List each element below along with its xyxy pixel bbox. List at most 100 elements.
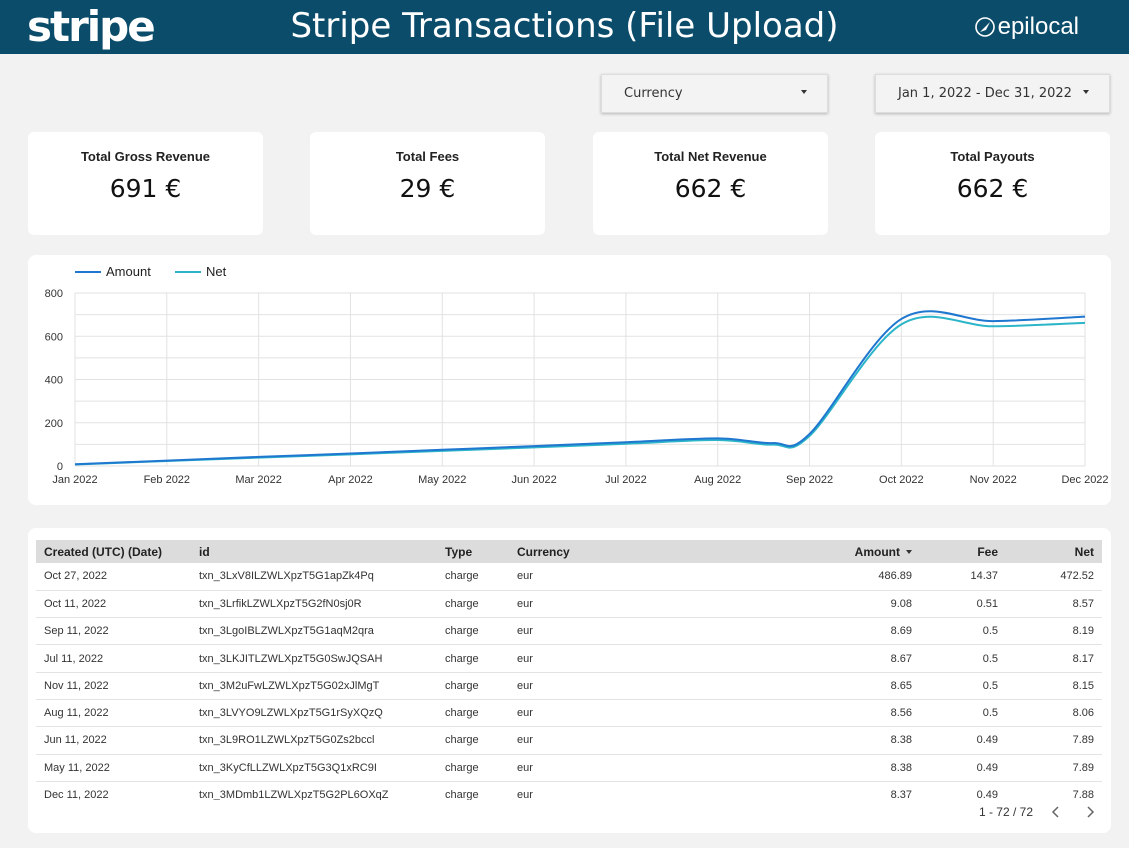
cell-amount: 9.08	[890, 597, 912, 610]
column-header-currency[interactable]: Currency	[517, 544, 570, 559]
pagination-range: 1 - 72 / 72	[978, 805, 1033, 819]
x-tick-label: Nov 2022	[970, 474, 1017, 486]
cell-net: 7.89	[1072, 761, 1094, 774]
cell-currency: eur	[517, 761, 533, 774]
kpi-value: 691 €	[109, 174, 182, 203]
currency-filter-dropdown[interactable]: Currency	[601, 74, 828, 113]
cell-fee: 0.51	[976, 597, 998, 610]
x-tick-label: Jul 2022	[605, 474, 647, 486]
stripe-logo: stripe	[27, 2, 156, 51]
cell-id: txn_3L9RO1LZWLXpzT5G0Zs2bccl	[199, 734, 375, 747]
brand-name: epilocal	[997, 13, 1079, 40]
transactions-table: Created (UTC) (Date) id Type Currency Am…	[36, 540, 1102, 800]
cell-id: txn_3MDmb1LZWLXpzT5G2PL6OXqZ	[199, 789, 389, 800]
table-row[interactable]: Sep 11, 2022 txn_3LgoIBLZWLXpzT5G1aqM2qra…	[36, 618, 1102, 645]
kpi-label: Total Net Revenue	[654, 149, 767, 164]
cell-id: txn_3LgoIBLZWLXpzT5G1aqM2qra	[199, 625, 374, 638]
line-chart: Jan 2022 Feb 2022 Mar 2022 Apr 2022 May 2022…	[45, 264, 1109, 486]
cell-id: txn_3LVYO9LZWLXpzT5G1rSyXQzQ	[199, 707, 383, 720]
column-header-amount[interactable]: Amount	[669, 540, 920, 563]
cell-type: charge	[445, 707, 479, 720]
sort-descending-icon	[906, 550, 912, 555]
next-page-button[interactable]	[1079, 801, 1101, 823]
cell-fee: 14.37	[970, 570, 998, 583]
table-row[interactable]: Jul 11, 2022 txn_3LKJITLZWLXpzT5G0SwJQSAH…	[36, 645, 1102, 673]
column-header-type[interactable]: Type	[445, 544, 473, 559]
legend-label-amount: Amount	[106, 264, 151, 279]
cell-fee: 0.5	[982, 707, 998, 720]
previous-page-button[interactable]	[1045, 801, 1067, 823]
cell-currency: eur	[517, 789, 533, 800]
kpi-card-fees: Total Fees 29 €	[310, 132, 545, 235]
y-tick-label: 200	[45, 418, 63, 430]
cell-id: txn_3LrfikLZWLXpzT5G2fN0sj0R	[199, 597, 362, 610]
column-header-fee[interactable]: Fee	[977, 544, 998, 559]
table-row[interactable]: Oct 27, 2022 txn_3LxV8ILZWLXpzT5G1apZk4Pq…	[36, 563, 1102, 591]
cell-type: charge	[445, 761, 479, 774]
cell-id: txn_3LKJITLZWLXpzT5G0SwJQSAH	[199, 652, 383, 665]
x-tick-label: Jan 2022	[52, 474, 97, 486]
cell-currency: eur	[517, 570, 533, 583]
chevron-down-icon	[801, 90, 807, 94]
cell-id: txn_3M2uFwLZWLXpzT5G02xJlMgT	[199, 679, 380, 692]
cell-currency: eur	[517, 597, 533, 610]
table-row[interactable]: May 11, 2022 txn_3KyCfLLZWLXpzT5G3Q1xRC9I…	[36, 754, 1102, 782]
cell-type: charge	[445, 625, 479, 638]
kpi-value: 662 €	[674, 174, 747, 203]
table-row[interactable]: Dec 11, 2022 txn_3MDmb1LZWLXpzT5G2PL6OXqZ…	[36, 781, 1102, 800]
cell-type: charge	[445, 789, 479, 800]
cell-amount: 8.38	[890, 734, 912, 747]
date-range-picker[interactable]: Jan 1, 2022 - Dec 31, 2022	[875, 74, 1110, 113]
cell-id: txn_3LxV8ILZWLXpzT5G1apZk4Pq	[199, 570, 374, 583]
kpi-card-gross-revenue: Total Gross Revenue 691 €	[28, 132, 263, 235]
table-row[interactable]: Aug 11, 2022 txn_3LVYO9LZWLXpzT5G1rSyXQzQ…	[36, 699, 1102, 727]
x-tick-label: May 2022	[418, 474, 466, 486]
cell-amount: 8.38	[890, 761, 912, 774]
kpi-card-net-revenue: Total Net Revenue 662 €	[593, 132, 828, 235]
cell-net: 8.15	[1072, 679, 1094, 692]
column-header-net[interactable]: Net	[1074, 544, 1094, 559]
cell-type: charge	[445, 597, 479, 610]
kpi-label: Total Gross Revenue	[80, 149, 211, 164]
cell-type: charge	[445, 679, 479, 692]
cell-created: Oct 27, 2022	[44, 570, 107, 583]
kpi-label: Total Fees	[395, 149, 460, 164]
x-tick-label: Feb 2022	[144, 474, 190, 486]
cell-fee: 0.5	[982, 625, 998, 638]
cell-type: charge	[445, 570, 479, 583]
legend-label-net: Net	[206, 264, 227, 279]
chevron-left-icon	[1051, 806, 1059, 818]
column-header-id[interactable]: id	[199, 544, 210, 559]
cell-amount: 8.67	[890, 652, 912, 665]
cell-net: 8.57	[1072, 597, 1094, 610]
cell-currency: eur	[517, 625, 533, 638]
cell-net: 8.17	[1072, 652, 1094, 665]
chevron-down-icon	[1083, 90, 1089, 94]
series-line-net	[74, 315, 1086, 466]
x-tick-label: Sep 2022	[786, 474, 833, 486]
transactions-table-panel: Created (UTC) (Date) id Type Currency Am…	[28, 528, 1111, 833]
kpi-value: 29 €	[399, 174, 456, 203]
cell-created: May 11, 2022	[44, 761, 110, 774]
header-bar: stripe Stripe Transactions (File Upload)…	[0, 0, 1129, 54]
cell-net: 8.06	[1072, 707, 1094, 720]
kpi-card-payouts: Total Payouts 662 €	[875, 132, 1110, 235]
table-row[interactable]: Jun 11, 2022 txn_3L9RO1LZWLXpzT5G0Zs2bccl…	[36, 727, 1102, 755]
cell-amount: 8.65	[890, 679, 912, 692]
table-row[interactable]: Nov 11, 2022 txn_3M2uFwLZWLXpzT5G02xJlMgT…	[36, 672, 1102, 700]
y-tick-label: 400	[45, 375, 63, 387]
y-tick-label: 0	[57, 461, 63, 473]
cell-created: Nov 11, 2022	[44, 679, 109, 692]
table-scroll-area[interactable]: Created (UTC) (Date) id Type Currency Am…	[28, 528, 1111, 800]
cell-created: Jun 11, 2022	[44, 734, 107, 747]
x-tick-label: Aug 2022	[694, 474, 741, 486]
table-row[interactable]: Oct 11, 2022 txn_3LrfikLZWLXpzT5G2fN0sj0R…	[36, 590, 1102, 618]
column-header-created[interactable]: Created (UTC) (Date)	[44, 544, 163, 559]
cell-created: Aug 11, 2022	[44, 707, 109, 720]
series-line-amount	[74, 310, 1086, 466]
cell-fee: 0.5	[982, 679, 998, 692]
cell-currency: eur	[517, 652, 533, 665]
cell-type: charge	[445, 734, 479, 747]
cell-amount: 8.69	[890, 625, 912, 638]
x-tick-label: Mar 2022	[235, 474, 281, 486]
